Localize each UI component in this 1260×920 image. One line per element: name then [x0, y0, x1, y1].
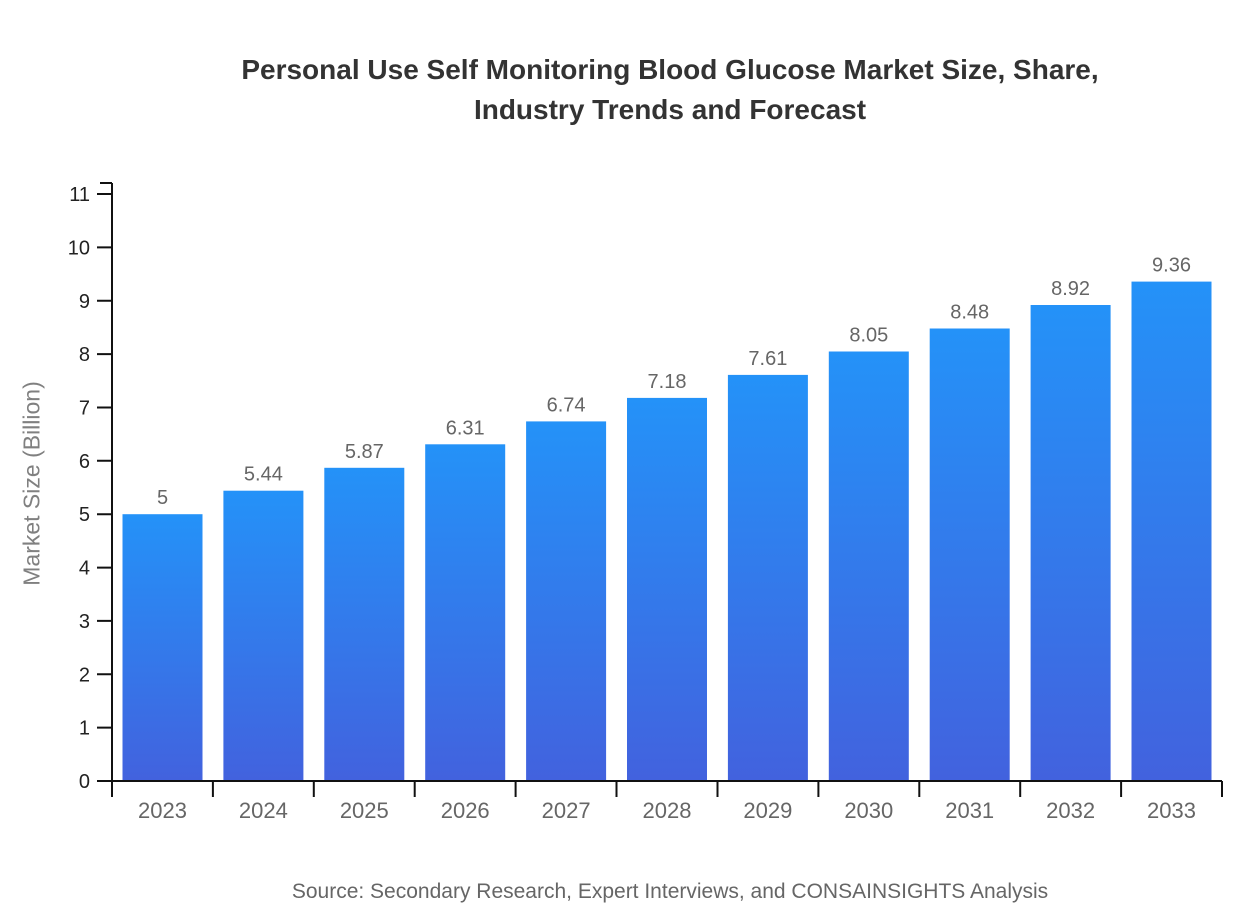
bar-value-label: 6.74 — [547, 394, 586, 416]
bar-value-label: 5.87 — [345, 441, 384, 463]
x-tick-label-2029: 2029 — [743, 798, 792, 823]
bar-value-label: 6.31 — [446, 417, 485, 439]
bar-2030[interactable] — [828, 351, 909, 781]
bar-value-label: 7.18 — [648, 371, 687, 393]
bar-value-label: 7.61 — [748, 348, 787, 370]
x-tick-label-2026: 2026 — [441, 798, 490, 823]
y-tick-label-10: 10 — [68, 237, 90, 259]
y-tick-label-3: 3 — [79, 611, 90, 633]
y-tick-label-2: 2 — [79, 664, 90, 686]
bar-2027[interactable] — [526, 421, 607, 780]
chart-axes — [97, 182, 1223, 797]
x-tick-label-2030: 2030 — [844, 798, 893, 823]
bar-2023[interactable] — [122, 514, 203, 780]
bar-value-label: 5.44 — [244, 464, 283, 486]
bar-2024[interactable] — [223, 490, 304, 780]
chart-title-line2: Industry Trends and Forecast — [473, 94, 867, 125]
y-tick-label-9: 9 — [79, 291, 90, 313]
bar-value-label: 8.92 — [1051, 278, 1090, 300]
bar-2033[interactable] — [1131, 281, 1212, 780]
chart-title: Personal Use Self Monitoring Blood Gluco… — [140, 50, 1200, 130]
bar-2029[interactable] — [727, 374, 808, 780]
bar-2025[interactable] — [324, 467, 405, 780]
bar-value-label: 8.48 — [950, 302, 989, 324]
y-tick-label-7: 7 — [79, 398, 90, 420]
source-note: Source: Secondary Research, Expert Inter… — [291, 880, 1049, 903]
y-tick-label-11: 11 — [69, 184, 90, 206]
y-tick-label-4: 4 — [79, 558, 90, 580]
x-tick-label-2032: 2032 — [1046, 798, 1095, 823]
bar-2032[interactable] — [1030, 305, 1111, 780]
y-tick-label-5: 5 — [79, 504, 90, 526]
x-tick-label-2028: 2028 — [643, 798, 692, 823]
bar-2028[interactable] — [627, 397, 707, 780]
x-tick-label-2027: 2027 — [542, 798, 591, 823]
x-tick-label-2031: 2031 — [945, 798, 994, 823]
x-tick-label-2025: 2025 — [340, 798, 389, 823]
y-tick-label-6: 6 — [79, 451, 90, 473]
y-tick-label-1: 1 — [79, 718, 90, 740]
x-tick-label-2033: 2033 — [1147, 798, 1196, 823]
x-tick-label-2024: 2024 — [239, 798, 288, 823]
bar-value-label: 9.36 — [1152, 255, 1191, 277]
bar-value-label: 8.05 — [849, 325, 888, 347]
y-tick-label-8: 8 — [79, 344, 90, 366]
bar-2031[interactable] — [929, 328, 1010, 781]
bar-2026[interactable] — [425, 444, 506, 780]
chart-title-line1: Personal Use Self Monitoring Blood Gluco… — [241, 54, 1099, 85]
bar-value-label: 5 — [157, 487, 168, 509]
y-tick-label-0: 0 — [79, 771, 90, 793]
x-tick-label-2023: 2023 — [138, 798, 187, 823]
